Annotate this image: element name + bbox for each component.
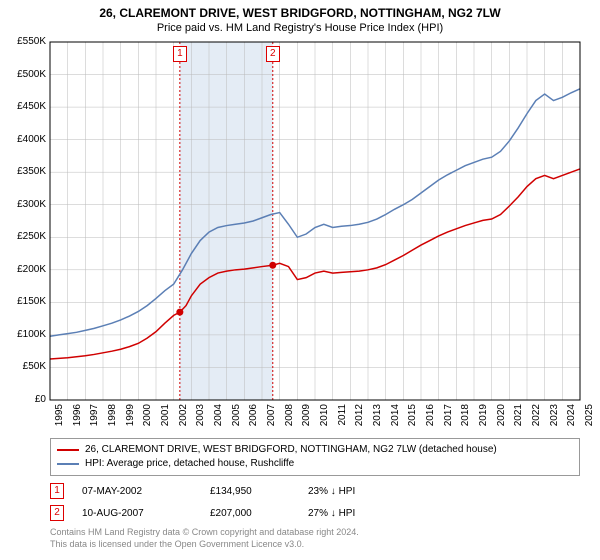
y-tick-label: £300K	[0, 199, 46, 210]
sale-price: £134,950	[210, 486, 290, 497]
legend-label: HPI: Average price, detached house, Rush…	[85, 457, 294, 471]
y-tick-label: £400K	[0, 134, 46, 145]
sale-date: 10-AUG-2007	[82, 508, 192, 519]
x-tick-label: 2019	[478, 404, 489, 434]
title-block: 26, CLAREMONT DRIVE, WEST BRIDGFORD, NOT…	[0, 0, 600, 34]
sale-price: £207,000	[210, 508, 290, 519]
footnote-line: Contains HM Land Registry data © Crown c…	[50, 526, 580, 538]
x-tick-label: 2006	[248, 404, 259, 434]
x-tick-label: 2012	[354, 404, 365, 434]
x-tick-label: 2017	[443, 404, 454, 434]
sale-marker-badge: 1	[50, 483, 64, 499]
x-tick-label: 2025	[584, 404, 595, 434]
x-tick-label: 2020	[496, 404, 507, 434]
y-tick-label: £500K	[0, 69, 46, 80]
x-tick-label: 2016	[425, 404, 436, 434]
title-main: 26, CLAREMONT DRIVE, WEST BRIDGFORD, NOT…	[0, 6, 600, 20]
x-tick-label: 1999	[125, 404, 136, 434]
sale-marker-badge: 2	[50, 505, 64, 521]
x-tick-label: 2024	[566, 404, 577, 434]
x-tick-label: 2014	[390, 404, 401, 434]
x-tick-label: 1995	[54, 404, 65, 434]
sale-marker-flag: 2	[266, 46, 280, 62]
sale-date: 07-MAY-2002	[82, 486, 192, 497]
y-tick-label: £250K	[0, 231, 46, 242]
table-row: 2 10-AUG-2007 £207,000 27% ↓ HPI	[50, 502, 580, 524]
x-tick-label: 1998	[107, 404, 118, 434]
sale-marker-flag: 1	[173, 46, 187, 62]
x-tick-label: 2023	[549, 404, 560, 434]
y-tick-label: £100K	[0, 329, 46, 340]
legend-swatch	[57, 463, 79, 465]
sale-delta: 23% ↓ HPI	[308, 486, 408, 497]
legend-row: HPI: Average price, detached house, Rush…	[57, 457, 573, 471]
x-tick-label: 1997	[89, 404, 100, 434]
y-tick-label: £350K	[0, 166, 46, 177]
legend-swatch	[57, 449, 79, 451]
plot-svg	[50, 42, 580, 400]
x-tick-label: 2022	[531, 404, 542, 434]
x-tick-label: 2013	[372, 404, 383, 434]
y-tick-label: £0	[0, 394, 46, 405]
y-tick-label: £50K	[0, 361, 46, 372]
x-tick-label: 2011	[337, 404, 348, 434]
x-tick-label: 2004	[213, 404, 224, 434]
x-tick-label: 2008	[284, 404, 295, 434]
y-tick-label: £450K	[0, 101, 46, 112]
x-tick-label: 1996	[72, 404, 83, 434]
chart-container: 26, CLAREMONT DRIVE, WEST BRIDGFORD, NOT…	[0, 0, 600, 560]
y-tick-label: £550K	[0, 36, 46, 47]
legend: 26, CLAREMONT DRIVE, WEST BRIDGFORD, NOT…	[50, 438, 580, 476]
sale-delta: 27% ↓ HPI	[308, 508, 408, 519]
x-tick-label: 2009	[301, 404, 312, 434]
x-tick-label: 2015	[407, 404, 418, 434]
plot-area	[50, 42, 580, 400]
sales-table: 1 07-MAY-2002 £134,950 23% ↓ HPI 2 10-AU…	[50, 480, 580, 524]
x-tick-label: 2000	[142, 404, 153, 434]
x-tick-label: 2002	[178, 404, 189, 434]
x-tick-label: 2003	[195, 404, 206, 434]
x-tick-label: 2001	[160, 404, 171, 434]
x-tick-label: 2010	[319, 404, 330, 434]
title-sub: Price paid vs. HM Land Registry's House …	[0, 22, 600, 34]
table-row: 1 07-MAY-2002 £134,950 23% ↓ HPI	[50, 480, 580, 502]
x-tick-label: 2007	[266, 404, 277, 434]
legend-row: 26, CLAREMONT DRIVE, WEST BRIDGFORD, NOT…	[57, 443, 573, 457]
legend-label: 26, CLAREMONT DRIVE, WEST BRIDGFORD, NOT…	[85, 443, 497, 457]
y-tick-label: £150K	[0, 296, 46, 307]
footnote: Contains HM Land Registry data © Crown c…	[50, 526, 580, 550]
footnote-line: This data is licensed under the Open Gov…	[50, 538, 580, 550]
x-tick-label: 2005	[231, 404, 242, 434]
x-tick-label: 2021	[513, 404, 524, 434]
x-tick-label: 2018	[460, 404, 471, 434]
y-tick-label: £200K	[0, 264, 46, 275]
